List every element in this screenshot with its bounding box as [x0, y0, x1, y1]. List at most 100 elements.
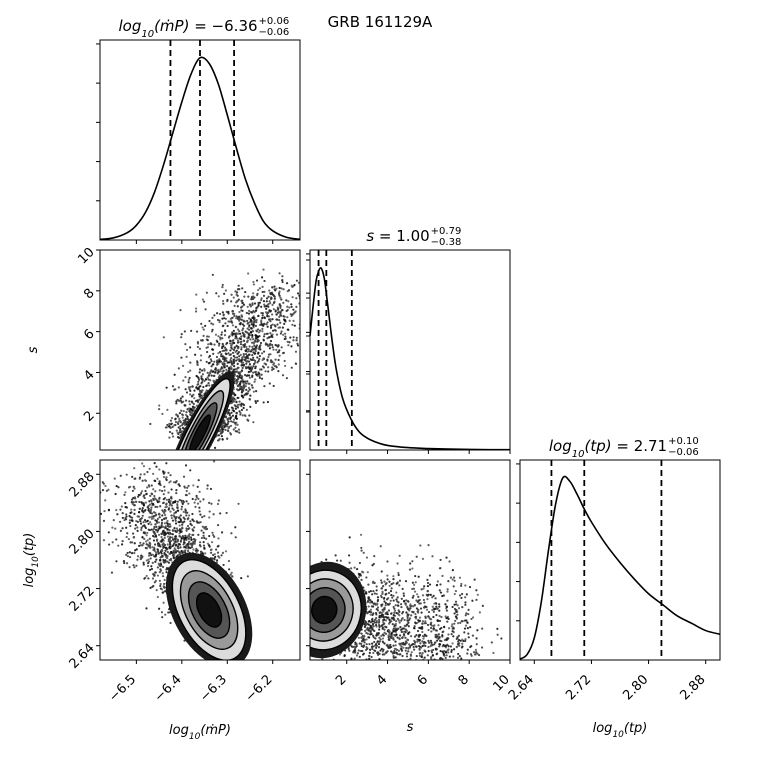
- scatter-point: [368, 661, 370, 663]
- scatter-point: [252, 297, 255, 301]
- scatter-point: [158, 480, 161, 483]
- scatter-point: [241, 361, 245, 364]
- scatter-point: [189, 520, 192, 523]
- scatter-point: [188, 403, 191, 406]
- scatter-point: [290, 303, 293, 306]
- scatter-point: [262, 366, 266, 369]
- scatter-point: [422, 637, 425, 640]
- scatter-point: [240, 404, 243, 408]
- scatter-point: [132, 536, 135, 539]
- scatter-point: [176, 457, 178, 459]
- scatter-point: [251, 358, 254, 362]
- scatter-point: [161, 616, 164, 619]
- scatter-point: [156, 566, 159, 569]
- scatter-point: [166, 528, 169, 531]
- scatter-point: [143, 519, 147, 522]
- scatter-point: [245, 345, 248, 349]
- scatter-point: [155, 589, 158, 592]
- scatter-point: [281, 279, 284, 282]
- scatter-point: [411, 560, 414, 563]
- scatter-point: [168, 498, 171, 501]
- scatter-point: [246, 331, 249, 334]
- scatter-point: [131, 502, 134, 506]
- scatter-point: [115, 508, 118, 512]
- scatter-point: [158, 564, 162, 567]
- scatter-point: [221, 362, 224, 365]
- scatter-point: [224, 322, 227, 325]
- scatter-point: [158, 527, 161, 530]
- scatter-point: [391, 660, 393, 662]
- scatter-point: [140, 490, 144, 493]
- scatter-point: [274, 329, 277, 332]
- scatter-point: [141, 441, 143, 443]
- scatter-point: [223, 360, 226, 363]
- scatter-point: [197, 380, 200, 383]
- scatter-point: [160, 489, 164, 493]
- scatter-point: [212, 374, 216, 378]
- scatter-point: [166, 423, 169, 427]
- panel-title-logtp: log10(tp) = 2.71: [549, 437, 667, 460]
- scatter-point: [268, 289, 271, 292]
- scatter-point: [154, 505, 157, 508]
- scatter-point: [257, 331, 261, 334]
- scatter-point: [453, 622, 456, 625]
- scatter-point: [283, 364, 287, 368]
- scatter-point: [154, 571, 157, 574]
- scatter-point: [222, 302, 225, 305]
- scatter-point: [153, 532, 157, 535]
- scatter-point: [240, 359, 243, 362]
- scatter-point: [273, 297, 276, 300]
- scatter-point: [238, 383, 242, 386]
- scatter-point: [184, 549, 187, 552]
- scatter-point: [178, 498, 181, 502]
- scatter-point: [154, 560, 157, 563]
- scatter-point: [254, 378, 257, 381]
- scatter-point: [424, 710, 426, 712]
- scatter-point: [219, 336, 222, 339]
- scatter-point: [179, 518, 182, 521]
- scatter-point: [239, 386, 242, 389]
- scatter-point: [132, 501, 135, 504]
- scatter-point: [221, 286, 224, 289]
- scatter-point: [180, 508, 183, 511]
- scatter-point: [236, 367, 239, 370]
- scatter-point: [160, 522, 164, 525]
- scatter-point: [223, 363, 226, 366]
- scatter-point: [367, 583, 370, 586]
- scatter-point: [155, 528, 158, 532]
- scatter-point: [206, 350, 209, 354]
- scatter-point: [161, 514, 164, 517]
- scatter-point: [238, 355, 241, 358]
- scatter-point: [188, 492, 191, 495]
- scatter-point: [398, 610, 401, 613]
- scatter-point: [205, 291, 208, 294]
- scatter-point: [142, 542, 145, 545]
- scatter-point: [180, 499, 183, 502]
- scatter-point: [252, 292, 255, 295]
- scatter-point: [221, 346, 224, 350]
- scatter-point: [264, 311, 268, 314]
- scatter-point: [174, 417, 177, 420]
- scatter-point: [325, 558, 328, 561]
- scatter-point: [221, 367, 224, 370]
- scatter-point: [164, 517, 168, 520]
- scatter-point: [257, 314, 260, 318]
- scatter-point: [432, 673, 434, 675]
- scatter-point: [260, 319, 263, 322]
- density-panel-logmp-logtp: [100, 441, 253, 660]
- scatter-point: [168, 425, 171, 428]
- scatter-point: [238, 330, 241, 333]
- scatter-point: [202, 544, 206, 547]
- scatter-point: [213, 360, 216, 363]
- scatter-point: [322, 291, 324, 293]
- scatter-point: [146, 531, 149, 535]
- scatter-point: [176, 504, 179, 508]
- scatter-point: [218, 312, 222, 316]
- scatter-point: [260, 320, 263, 323]
- scatter-point: [458, 664, 460, 666]
- scatter-point: [271, 303, 274, 306]
- scatter-point: [163, 536, 166, 539]
- scatter-point: [286, 328, 289, 331]
- scatter-point: [184, 399, 188, 402]
- scatter-point: [231, 310, 234, 313]
